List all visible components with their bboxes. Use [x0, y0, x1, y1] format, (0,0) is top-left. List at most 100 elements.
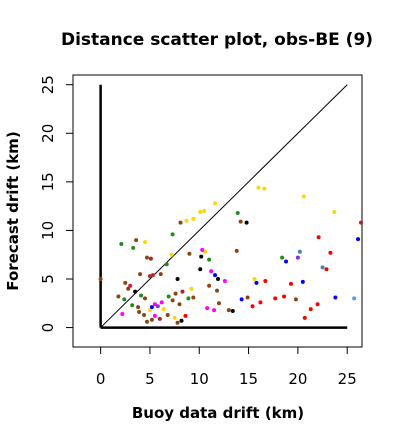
data-point	[137, 310, 142, 315]
data-point	[320, 265, 325, 270]
data-point	[126, 286, 131, 291]
data-point	[158, 272, 163, 277]
data-point	[262, 186, 267, 191]
data-point	[98, 277, 103, 281]
y-tick-label: 20	[39, 124, 57, 143]
x-axis-label: Buoy data drift (km)	[132, 404, 304, 422]
data-point	[215, 288, 220, 293]
data-point	[207, 257, 212, 262]
data-point	[213, 201, 218, 206]
data-point	[165, 312, 170, 317]
data-point	[116, 294, 121, 299]
data-point	[161, 307, 166, 312]
data-point	[215, 277, 220, 281]
data-point	[302, 315, 307, 320]
data-point	[122, 297, 127, 302]
y-tick-label: 5	[39, 274, 57, 284]
data-point	[205, 306, 210, 311]
data-point	[308, 307, 313, 312]
data-point	[254, 280, 259, 285]
data-point	[280, 255, 285, 260]
data-point	[239, 297, 244, 302]
data-point	[282, 294, 287, 299]
data-point	[234, 248, 239, 253]
data-point	[352, 296, 357, 301]
data-point	[222, 278, 227, 283]
data-point	[332, 209, 337, 214]
data-point	[235, 210, 240, 215]
data-point	[148, 256, 153, 261]
data-point	[244, 220, 249, 225]
data-point	[273, 296, 278, 301]
data-point	[120, 311, 125, 316]
data-point	[315, 302, 320, 307]
x-tick-label: 10	[190, 370, 209, 388]
data-point	[128, 283, 133, 288]
data-point	[238, 219, 243, 224]
data-point	[256, 185, 261, 190]
data-point	[301, 194, 306, 199]
data-point	[149, 305, 154, 310]
x-axis: 0 5 10 15 20 25	[96, 347, 357, 388]
data-point	[230, 309, 235, 314]
data-point	[245, 295, 250, 300]
y-tick-label: 15	[39, 172, 57, 191]
data-point	[177, 302, 182, 307]
data-point	[295, 255, 300, 260]
data-point	[203, 249, 208, 254]
data-point	[166, 294, 171, 299]
plot-frame	[72, 74, 363, 348]
data-point	[288, 281, 293, 286]
data-point	[152, 302, 157, 307]
y-axis: 0 5 10 15 20 25	[39, 75, 73, 332]
y-tick-label: 0	[39, 323, 57, 333]
data-point	[180, 289, 185, 294]
data-point	[191, 295, 196, 300]
data-point	[284, 259, 289, 264]
data-point	[130, 303, 135, 308]
y-tick-label: 10	[39, 221, 57, 240]
data-point	[159, 300, 164, 305]
data-point	[216, 301, 221, 306]
data-point	[170, 298, 175, 303]
data-point	[175, 277, 180, 281]
data-point	[189, 286, 194, 291]
data-point	[324, 267, 329, 272]
data-point	[138, 272, 143, 277]
data-point	[139, 293, 144, 298]
data-point	[143, 296, 148, 301]
data-point	[149, 317, 154, 322]
data-point	[198, 209, 203, 214]
data-point	[173, 291, 178, 296]
data-point	[200, 247, 205, 252]
data-point	[123, 280, 128, 285]
data-point	[143, 240, 148, 245]
data-point	[213, 273, 218, 278]
data-point	[202, 209, 207, 213]
data-point	[155, 304, 160, 309]
x-tick-label: 15	[239, 370, 258, 388]
data-point	[164, 262, 169, 267]
data-point	[147, 308, 152, 313]
data-point	[191, 216, 196, 221]
data-point	[179, 318, 184, 323]
y-axis-label: Forecast drift (km)	[4, 131, 22, 290]
data-point	[178, 220, 183, 225]
data-point	[293, 297, 298, 302]
data-point	[136, 305, 141, 310]
diagonal-reference-line	[100, 84, 348, 328]
data-point	[300, 279, 305, 284]
x-tick-label: 5	[145, 370, 155, 388]
points-layer	[98, 185, 364, 325]
chart-title: Distance scatter plot, obs-BE (9)	[61, 30, 373, 50]
data-point	[131, 245, 136, 250]
line-layer	[99, 84, 348, 329]
data-point	[297, 249, 302, 254]
data-point	[157, 316, 162, 321]
x-tick-label: 0	[96, 370, 106, 388]
data-point	[187, 251, 192, 256]
data-point	[359, 220, 364, 225]
data-point	[198, 267, 203, 272]
data-point	[263, 278, 268, 283]
